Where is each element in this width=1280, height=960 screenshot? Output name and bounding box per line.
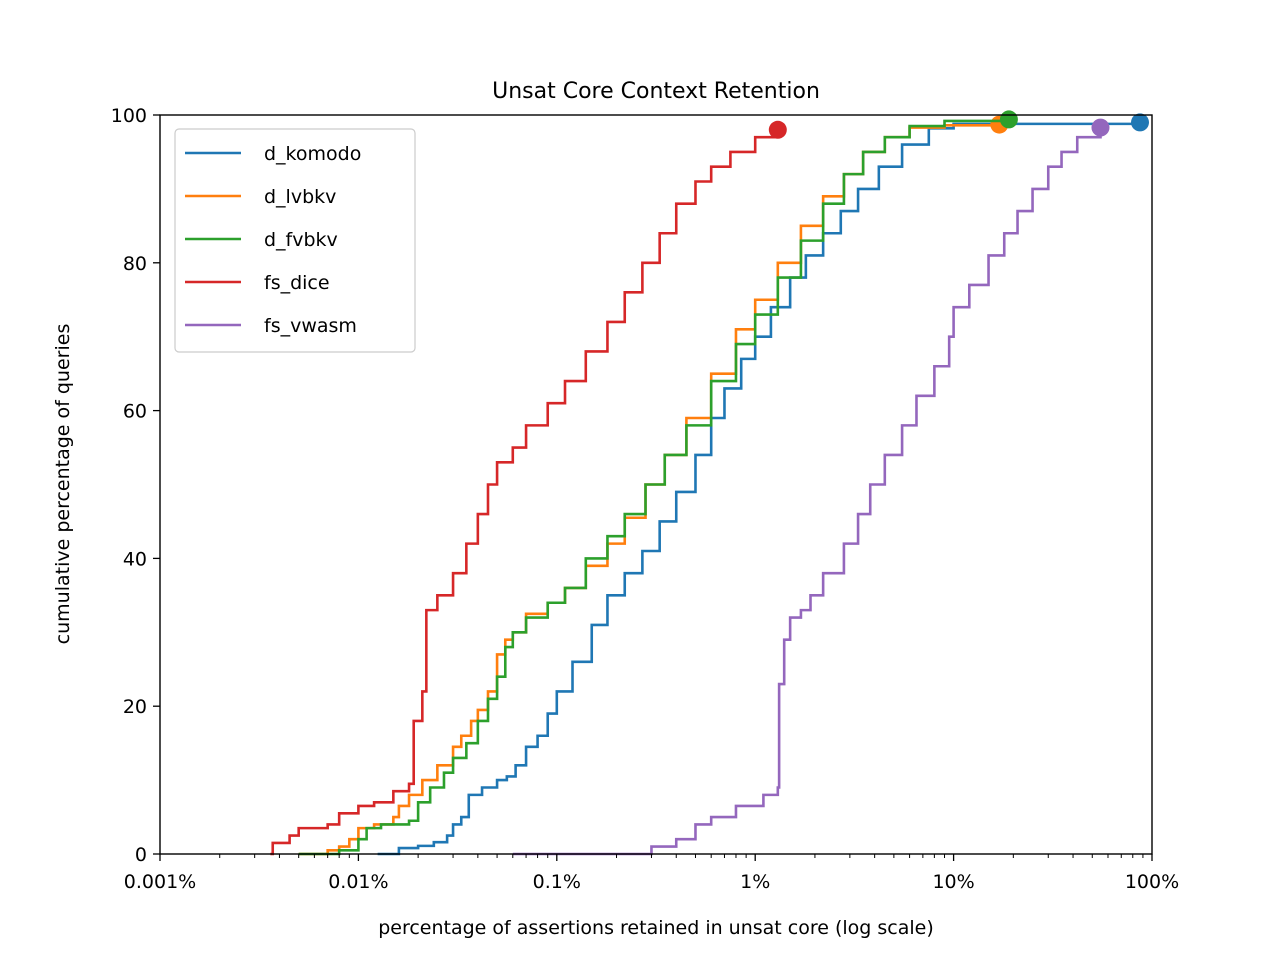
x-tick-label: 0.01% — [328, 871, 388, 893]
legend-item-d_lvbkv: d_lvbkv — [185, 186, 336, 208]
y-tick-label: 80 — [123, 253, 147, 275]
series-line-d_komodo — [377, 122, 1142, 856]
x-tick-label: 0.001% — [124, 871, 196, 893]
y-tick-label: 40 — [123, 548, 147, 570]
series-line-fs_dice — [270, 129, 780, 856]
legend-label: d_fvbkv — [264, 229, 338, 251]
legend-label: d_komodo — [264, 143, 361, 165]
legend-item-fs_dice: fs_dice — [185, 272, 330, 294]
y-axis-label: cumulative percentage of queries — [52, 324, 74, 645]
y-tick-label: 60 — [123, 401, 147, 423]
legend: d_komodo d_lvbkv d_fvbkv fs_dice fs_vwasm — [174, 128, 416, 353]
series-end-marker-d_komodo — [1131, 113, 1150, 132]
legend-label: fs_dice — [264, 272, 330, 294]
legend-label: fs_vwasm — [264, 315, 357, 337]
x-tick-label: 10% — [932, 871, 974, 893]
legend-item-d_fvbkv: d_fvbkv — [185, 229, 338, 251]
legend-item-d_komodo: d_komodo — [185, 143, 361, 165]
series-line-d_fvbkv — [298, 119, 1011, 856]
x-tick-label: 1% — [740, 871, 770, 893]
y-axis: 0 20 40 60 80 100 — [111, 105, 160, 866]
x-tick-label: 100% — [1125, 871, 1179, 893]
y-tick-label: 0 — [135, 844, 147, 866]
chart-title: Unsat Core Context Retention — [492, 79, 820, 104]
series-end-marker-fs_vwasm — [1091, 118, 1110, 137]
x-axis: 0.001% 0.01% 0.1% 1% 10% 100% — [124, 854, 1179, 893]
legend-item-fs_vwasm: fs_vwasm — [185, 315, 357, 337]
y-tick-label: 100 — [111, 105, 147, 127]
y-tick-label: 20 — [123, 696, 147, 718]
series-end-marker-d_fvbkv — [999, 110, 1018, 129]
plot-frame — [159, 114, 1153, 855]
legend-box — [174, 128, 416, 353]
series-line-fs_vwasm — [512, 127, 1102, 856]
series-end-marker-fs_dice — [768, 120, 787, 139]
legend-label: d_lvbkv — [264, 186, 336, 208]
x-axis-label: percentage of assertions retained in uns… — [378, 917, 934, 939]
plot-series — [270, 110, 1150, 856]
x-tick-label: 0.1% — [533, 871, 581, 893]
